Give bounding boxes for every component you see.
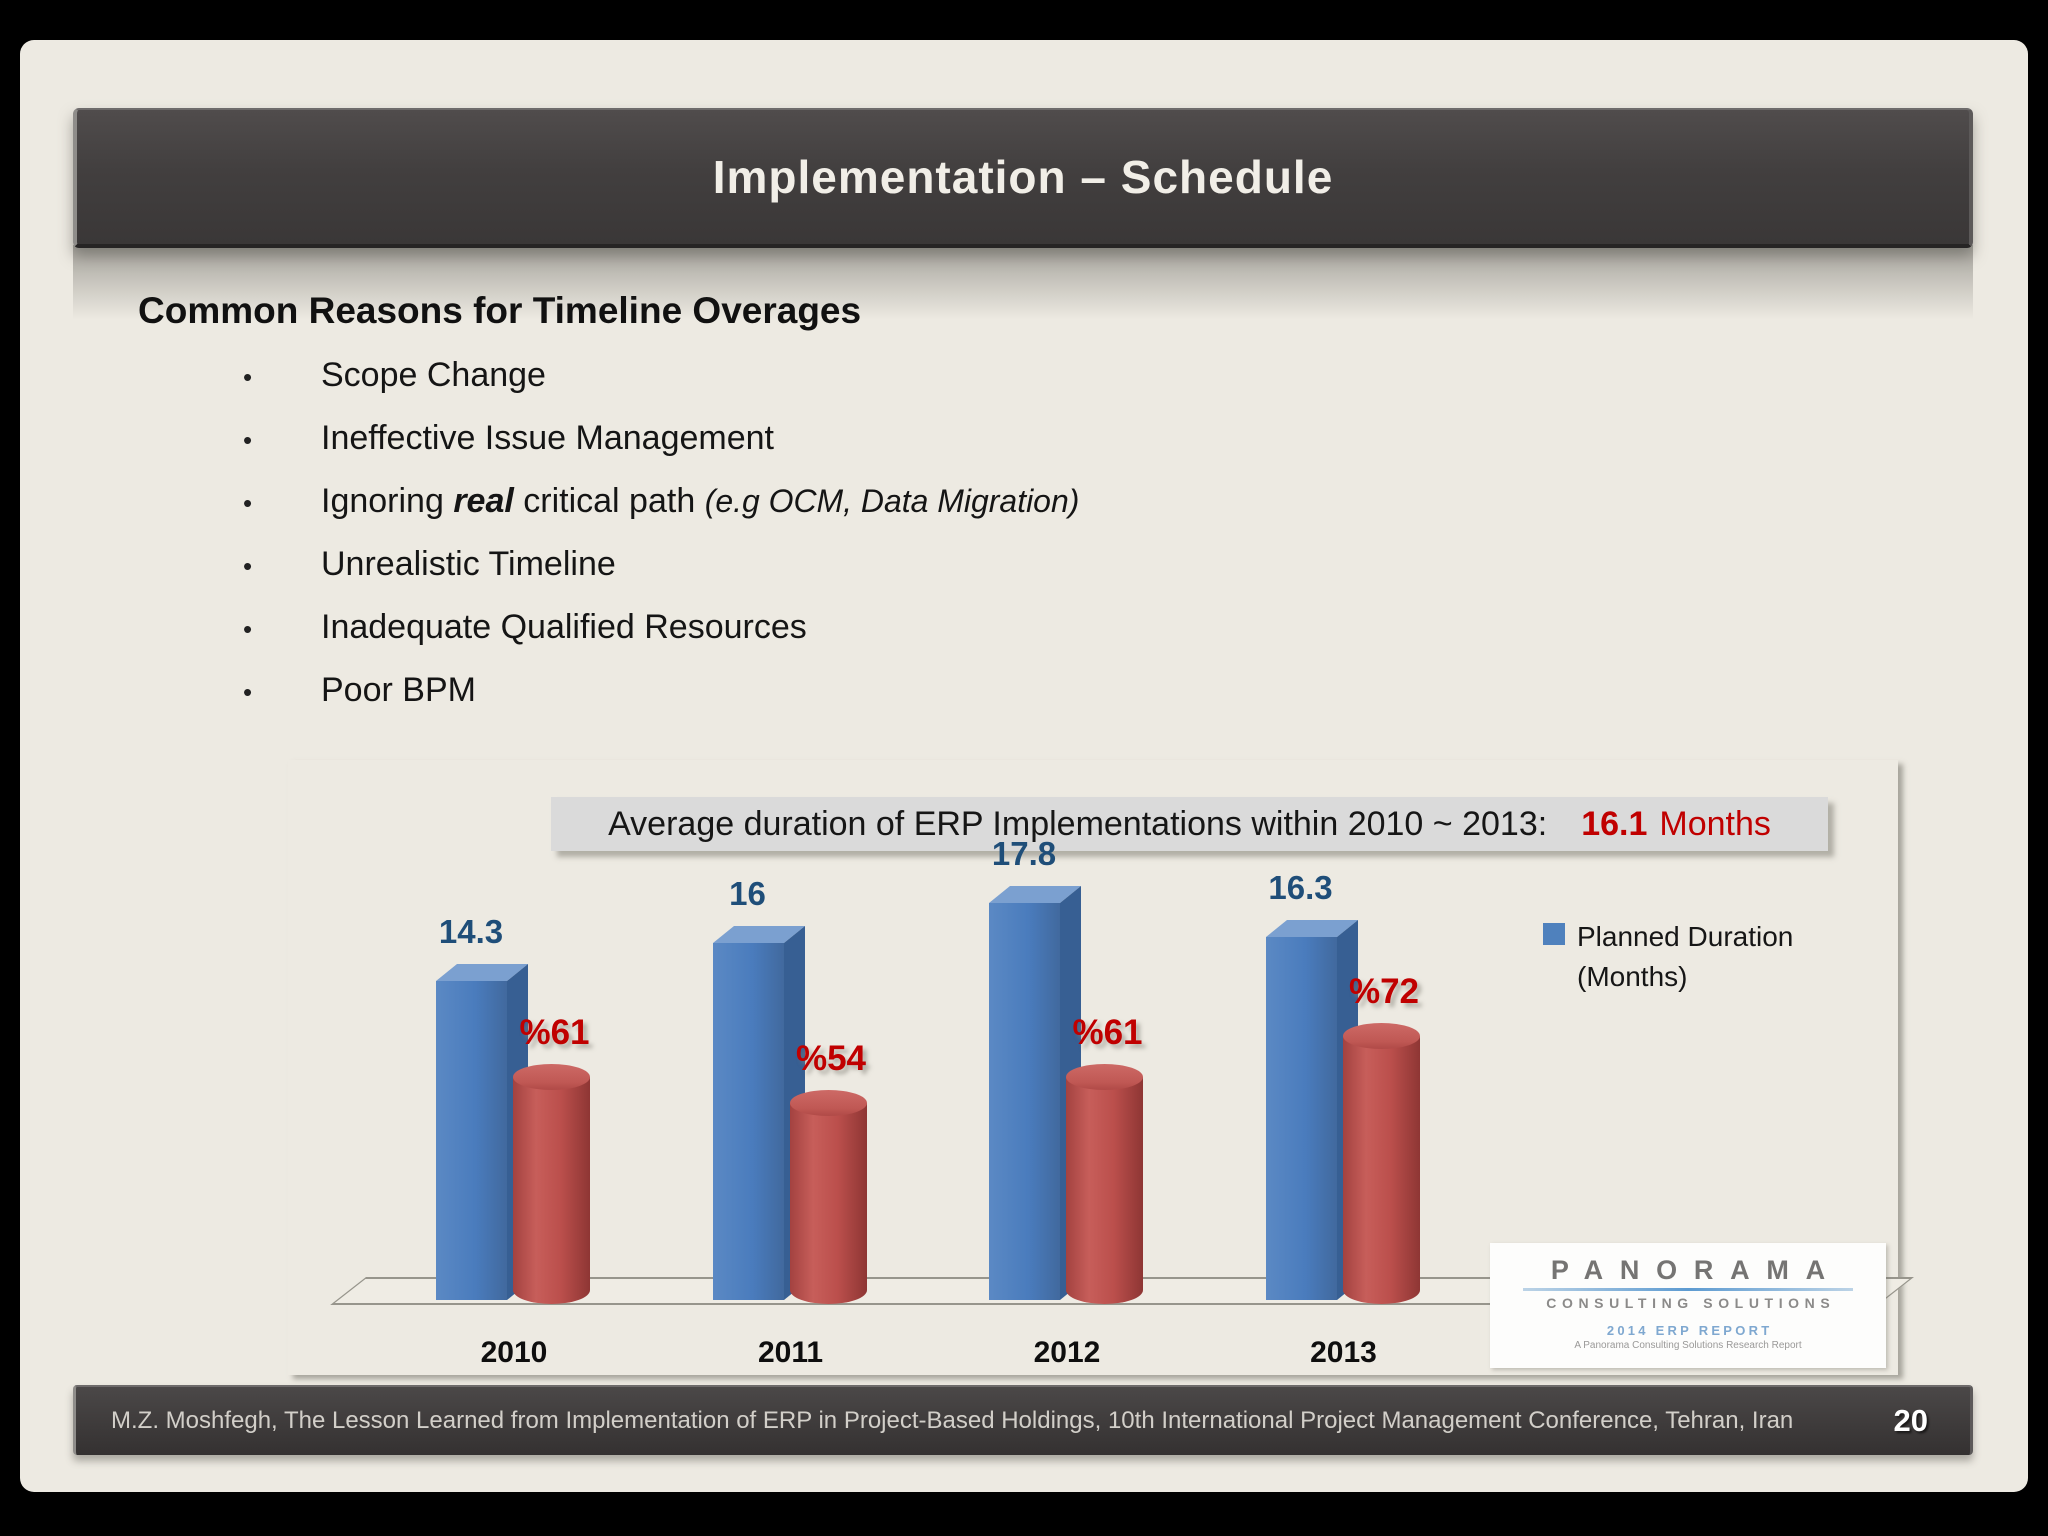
bullet-icon: • (243, 488, 253, 518)
planned-value-label: 16.3 (1268, 868, 1333, 906)
bullet-text: Poor BPM (321, 671, 476, 709)
list-item: • Ineffective Issue Management (243, 419, 1079, 482)
planned-bar (989, 886, 1081, 1300)
cylinder-top (513, 1064, 590, 1091)
bullet-text: Ineffective Issue Management (321, 419, 774, 457)
legend-label: Planned Duration (Months) (1577, 917, 1793, 997)
bar-front-face (712, 943, 784, 1300)
cylinder-top (1342, 1023, 1420, 1050)
bullet-text: Inadequate Qualified Resources (321, 608, 807, 646)
chart-legend: Planned Duration (Months) (1543, 917, 1793, 997)
bullet-icon: • (243, 551, 253, 581)
legend-line2: (Months) (1577, 961, 1688, 992)
logo-caption: A Panorama Consulting Solutions Research… (1574, 1340, 1802, 1351)
planned-value-label: 14.3 (438, 913, 504, 951)
category-label: 2013 (1310, 1336, 1377, 1369)
overrun-cylinder (789, 1090, 867, 1304)
planned-bar (712, 926, 805, 1300)
bullet-text-emphasis: real (453, 482, 514, 520)
bar-front-face (1265, 936, 1337, 1300)
chart-title-value: 16.1 (1581, 804, 1648, 843)
bullet-icon: • (243, 425, 253, 455)
bullet-text-part: critical path (513, 482, 705, 520)
planned-bar (436, 964, 528, 1300)
bullet-icon: • (243, 362, 253, 392)
list-item: • Poor BPM (243, 671, 1079, 734)
legend-swatch-icon (1543, 923, 1565, 945)
overrun-percent-label: %61 (1072, 1013, 1143, 1053)
list-item: • Unrealistic Timeline (243, 545, 1079, 608)
chart-title-text: Average duration of ERP Implementations … (608, 804, 1548, 843)
overrun-percent-label: %72 (1348, 972, 1420, 1012)
footer-bar: M.Z. Moshfegh, The Lesson Learned from I… (73, 1385, 1973, 1455)
page-number: 20 (1893, 1403, 1928, 1438)
overrun-cylinder (1066, 1064, 1143, 1304)
bullet-icon: • (243, 614, 253, 644)
slide-title-bar: Implementation – Schedule (73, 108, 1973, 248)
logo-subtitle: CONSULTING SOLUTIONS (1546, 1295, 1836, 1311)
slide: Implementation – Schedule Common Reasons… (20, 40, 2028, 1492)
bullet-text-aside: (e.g OCM, Data Migration) (704, 483, 1080, 519)
overrun-cylinder (1342, 1023, 1420, 1304)
category-label: 2012 (1033, 1336, 1101, 1369)
cylinder-top (789, 1090, 867, 1117)
logo-wordmark: PANORAMA (1550, 1255, 1842, 1285)
legend-line1: Planned Duration (1577, 921, 1794, 952)
overrun-percent-label: %54 (795, 1039, 867, 1079)
overrun-percent-label: %61 (519, 1013, 590, 1053)
bullet-text: Ignoring real critical path (e.g OCM, Da… (321, 482, 1079, 521)
planned-value-label: 17.8 (991, 835, 1057, 873)
bullet-text-part: Ignoring (321, 482, 454, 520)
bullet-text: Unrealistic Timeline (321, 545, 616, 583)
bar-front-face (436, 981, 507, 1300)
planned-bar (1265, 919, 1358, 1300)
bullet-list: • Scope Change • Ineffective Issue Manag… (243, 356, 1079, 734)
category-label: 2010 (480, 1336, 548, 1369)
panorama-logo: PANORAMA CONSULTING SOLUTIONS 2014 ERP R… (1490, 1243, 1886, 1368)
section-heading: Common Reasons for Timeline Overages (138, 290, 862, 331)
overrun-cylinder (513, 1064, 590, 1304)
logo-report-title: 2014 ERP REPORT (1606, 1323, 1773, 1338)
bullet-icon: • (243, 677, 253, 707)
chart-panel: Average duration of ERP Implementations … (288, 760, 1914, 1375)
category-label: 2011 (757, 1336, 824, 1369)
chart-title-suffix: Months (1659, 804, 1771, 843)
bar-front-face (989, 903, 1060, 1300)
bullet-text: Scope Change (321, 356, 546, 394)
planned-value-label: 16 (729, 875, 766, 913)
list-item: • Inadequate Qualified Resources (243, 608, 1079, 671)
cylinder-top (1066, 1064, 1143, 1091)
footer-citation: M.Z. Moshfegh, The Lesson Learned from I… (111, 1407, 1794, 1434)
logo-divider (1523, 1288, 1853, 1291)
list-item: • Scope Change (243, 356, 1079, 419)
chart-title-banner: Average duration of ERP Implementations … (551, 797, 1828, 851)
slide-title: Implementation – Schedule (712, 151, 1334, 203)
list-item: • Ignoring real critical path (e.g OCM, … (243, 482, 1079, 545)
title-bar-shadow (73, 245, 1973, 320)
